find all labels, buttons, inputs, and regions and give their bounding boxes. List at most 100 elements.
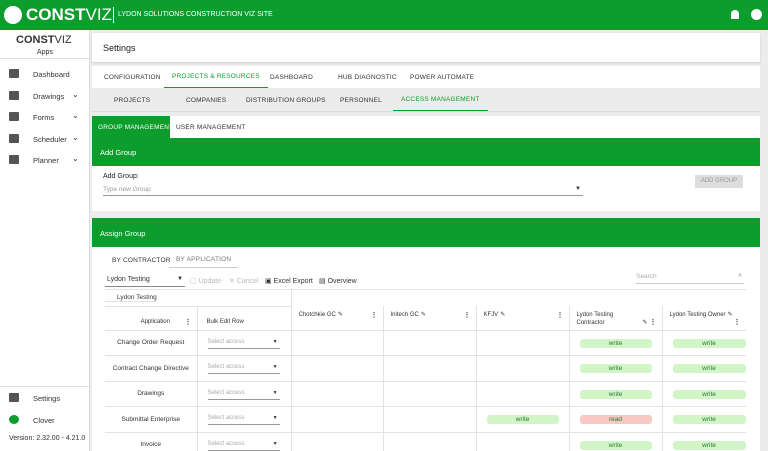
column-title: Chotchkie GC: [298, 312, 336, 318]
tab[interactable]: PROJECTS & RESOURCES: [164, 66, 268, 88]
access-cell: [383, 381, 477, 407]
logo-bold: CONST: [26, 5, 86, 24]
tabs: CONFIGURATION PROJECTS & RESOURCES DASHBOA…: [92, 66, 760, 88]
bulk-select[interactable]: Select access ▼: [207, 414, 280, 425]
nav-item[interactable]: Settings: [33, 394, 61, 403]
arrow: ▼: [272, 338, 278, 345]
row: Contract Change Directive Select access ▼ w…: [105, 355, 746, 382]
group-title: Lydon Testing: [117, 293, 157, 301]
nav-icon: [9, 155, 19, 164]
chevron: ⌄: [72, 132, 79, 142]
column-header: Lydon Testing Contractor ✎ ⋮: [569, 306, 663, 331]
access-cell: [291, 381, 384, 407]
access-cell: write: [662, 381, 746, 407]
nav-icon: [9, 133, 19, 143]
column-title: Initech GC: [390, 312, 419, 318]
access-pill[interactable]: write: [579, 364, 652, 373]
group-input[interactable]: Type new Group ▼: [103, 183, 583, 196]
column-title: KFJV: [483, 312, 499, 318]
site-name: LYDON SOLUTIONS CONSTRUCTION VIZ SITE: [118, 11, 273, 18]
access-pill[interactable]: write: [672, 389, 746, 399]
nav-item[interactable]: Forms: [33, 113, 55, 122]
bulk-cell: Select access ▼: [197, 355, 292, 382]
tab[interactable]: DISTRIBUTION GROUPS: [246, 96, 326, 104]
access-cell: [476, 330, 570, 356]
access-pill[interactable]: write: [579, 389, 652, 399]
nav-item[interactable]: Drawings: [33, 91, 65, 101]
add-group-label: Add Group:: [103, 173, 139, 180]
nav-icon: [9, 393, 19, 402]
access-cell: write: [662, 406, 746, 433]
tab[interactable]: CONFIGURATION: [104, 73, 161, 81]
column-menu[interactable]: ⋮: [556, 312, 564, 319]
column-header: Chotchkie GC ✎ ⋮: [291, 306, 384, 331]
nav-item[interactable]: Clover: [33, 416, 55, 425]
bulk-select[interactable]: Select access ▼: [207, 363, 280, 374]
chevron: ⌄: [72, 111, 79, 120]
access-pill[interactable]: write: [672, 440, 746, 450]
overview-button[interactable]: ▤ Overview: [319, 278, 357, 285]
access-cell: [476, 381, 570, 407]
add-group-title: Add Group: [100, 148, 137, 157]
overview-label: Overview: [327, 278, 357, 285]
access-pill[interactable]: write: [672, 338, 746, 348]
account[interactable]: [751, 9, 762, 20]
column-menu[interactable]: ⋮: [370, 312, 378, 319]
update-button[interactable]: ▢ Update: [190, 278, 222, 285]
edit-icon: ✎: [500, 312, 506, 318]
tab[interactable]: ACCESS MANAGEMENT: [393, 89, 488, 111]
application-cell: Invoice: [105, 432, 198, 451]
cancel-button[interactable]: ✕ Cancel: [229, 278, 259, 285]
column-menu[interactable]: ⋮: [649, 319, 657, 326]
side-logo: CONSTVIZ: [16, 34, 72, 46]
column-header: Initech GC ✎ ⋮: [383, 306, 477, 331]
tab[interactable]: POWER AUTOMATE: [410, 73, 475, 81]
bulk-select[interactable]: Select access ▼: [207, 440, 280, 451]
search-placeholder: Search: [636, 273, 657, 280]
access-cell: [383, 432, 477, 451]
group-row: Lydon Testing: [105, 290, 746, 307]
bulk-select[interactable]: Select access ▼: [207, 338, 280, 349]
tab[interactable]: PERSONNEL: [340, 96, 382, 104]
access-pill[interactable]: write: [486, 415, 559, 424]
arrow: ▼: [272, 364, 278, 370]
project-select[interactable]: Lydon Testing ▼: [105, 272, 185, 287]
top-bar: CONSTVIZ LYDON SOLUTIONS CONSTRUCTION VI…: [0, 0, 768, 30]
panel-tab[interactable]: GROUP MANAGEMENT: [92, 116, 180, 138]
access-pill[interactable]: write: [579, 440, 652, 450]
update-label: Update: [198, 278, 222, 285]
cancel-label: Cancel: [236, 278, 259, 285]
excel-button[interactable]: ▣ Excel Export: [265, 278, 313, 285]
search[interactable]: Search ⌕: [636, 270, 744, 284]
tab[interactable]: HUB DIAGNOSTIC: [338, 73, 397, 81]
nav-item[interactable]: Planner: [33, 156, 59, 165]
nav-item[interactable]: Scheduler: [33, 134, 67, 144]
notifications[interactable]: [731, 10, 739, 19]
view-tab[interactable]: BY APPLICATION: [169, 252, 239, 268]
tab[interactable]: DASHBOARD: [270, 73, 313, 81]
bulk-cell: Select access ▼: [197, 330, 292, 356]
edit-icon: ✎: [337, 312, 343, 318]
logo-light: VIZ: [85, 5, 112, 24]
nav-item[interactable]: Dashboard: [33, 70, 70, 79]
table-wrap: Lydon Testing Application ⋮ Bulk Edit Row Ch…: [105, 289, 746, 451]
tab[interactable]: PROJECTS: [114, 96, 151, 104]
logo-icon: [4, 6, 22, 24]
tab[interactable]: COMPANIES: [186, 96, 227, 104]
add-group-button[interactable]: ADD GROUP: [695, 175, 743, 188]
access-pill[interactable]: write: [672, 364, 746, 373]
column-menu[interactable]: ⋮: [184, 318, 192, 326]
column-menu[interactable]: ⋮: [463, 312, 471, 319]
access-pill[interactable]: read: [579, 415, 652, 424]
row: Submittal Enterprise Select access ▼ write r…: [105, 406, 746, 433]
column-menu[interactable]: ⋮: [733, 319, 741, 326]
view-tab[interactable]: BY CONTRACTOR: [112, 256, 171, 264]
bulk-select[interactable]: Select access ▼: [207, 389, 280, 400]
assign-title: Assign Group: [100, 229, 146, 238]
access-cell: [383, 406, 477, 433]
column-header: Lydon Testing Owner ✎ ⋮: [662, 306, 746, 331]
panel-tab[interactable]: USER MANAGEMENT: [170, 116, 252, 138]
access-pill[interactable]: write: [579, 338, 652, 348]
select-placeholder: Select access: [207, 364, 245, 370]
access-pill[interactable]: write: [672, 415, 746, 424]
